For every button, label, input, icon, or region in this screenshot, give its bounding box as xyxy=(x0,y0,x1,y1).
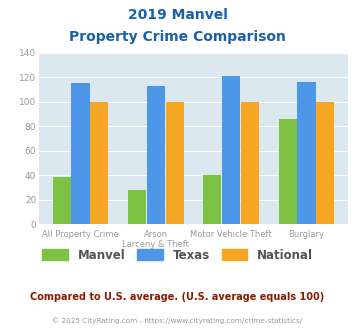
Bar xyxy=(147,86,165,224)
Text: 2019 Manvel: 2019 Manvel xyxy=(127,8,228,22)
Text: Property Crime Comparison: Property Crime Comparison xyxy=(69,30,286,44)
Text: © 2025 CityRating.com - https://www.cityrating.com/crime-statistics/: © 2025 CityRating.com - https://www.city… xyxy=(53,317,302,324)
Bar xyxy=(165,102,184,224)
Legend: Manvel, Texas, National: Manvel, Texas, National xyxy=(37,244,318,266)
Bar xyxy=(203,175,222,224)
Bar xyxy=(279,119,297,224)
Bar xyxy=(128,190,146,224)
Bar xyxy=(90,102,108,224)
Bar xyxy=(71,83,89,224)
Bar xyxy=(222,76,240,224)
Bar xyxy=(297,82,316,224)
Bar xyxy=(241,102,259,224)
Text: Compared to U.S. average. (U.S. average equals 100): Compared to U.S. average. (U.S. average … xyxy=(31,292,324,302)
Bar xyxy=(316,102,334,224)
Bar xyxy=(53,177,71,224)
